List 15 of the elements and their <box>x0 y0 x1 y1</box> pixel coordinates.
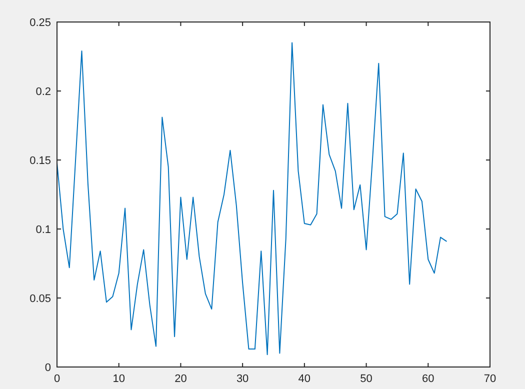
y-tick-label: 0 <box>44 362 51 374</box>
x-tick-label: 60 <box>422 373 434 385</box>
y-tick-label: 0.15 <box>30 155 51 167</box>
y-tick-label: 0.25 <box>30 17 51 29</box>
x-tick-label: 0 <box>54 373 60 385</box>
line-series <box>56 42 448 356</box>
x-tick-label: 50 <box>360 373 372 385</box>
y-tick-label: 0.1 <box>36 224 51 236</box>
y-tick-label: 0.2 <box>36 86 51 98</box>
x-tick-label: 10 <box>112 373 125 385</box>
x-tick-label: 20 <box>174 373 187 385</box>
y-tick-label: 0.05 <box>30 293 51 305</box>
x-tick-label: 70 <box>484 373 496 385</box>
x-tick-label: 40 <box>298 373 311 385</box>
x-tick-label: 30 <box>236 373 249 385</box>
